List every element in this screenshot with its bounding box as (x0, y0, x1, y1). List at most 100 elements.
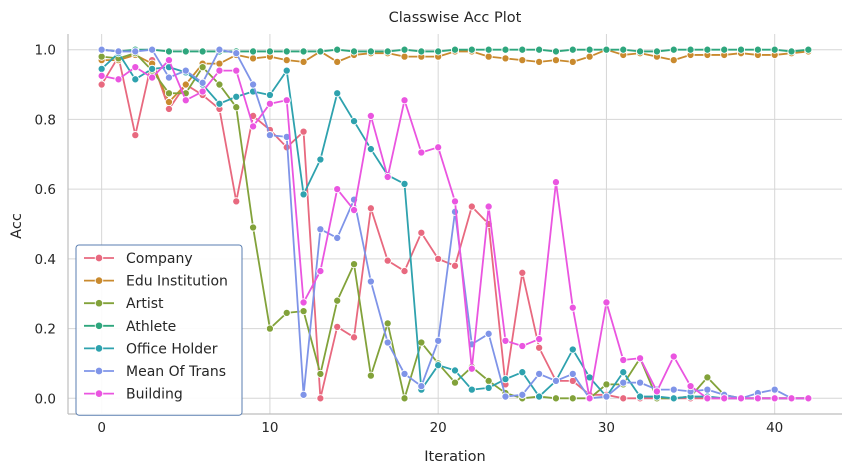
data-point-building (518, 341, 527, 351)
data-point-company (518, 268, 527, 277)
legend-label: Building (126, 387, 183, 403)
data-point-athlete (753, 45, 762, 54)
legend-item-edu-institution: Edu Institution (84, 274, 228, 290)
legend: Company Edu Institution Artist Athlete Offic… (75, 244, 243, 416)
data-point-athlete (299, 47, 308, 56)
data-point-athlete (417, 47, 426, 56)
data-point-building (585, 394, 594, 403)
data-point-mean-of-trans (148, 45, 157, 54)
legend-swatch-marker (94, 389, 104, 398)
data-point-edu-institution (282, 56, 291, 65)
data-point-edu-institution (501, 54, 510, 63)
data-point-artist (602, 380, 611, 389)
data-point-mean-of-trans (568, 369, 577, 378)
data-point-building (417, 148, 426, 157)
data-point-company (97, 80, 106, 89)
data-point-edu-institution (299, 57, 308, 66)
data-point-edu-institution (535, 57, 544, 66)
data-point-office-holder (518, 368, 527, 377)
data-point-mean-of-trans (114, 47, 123, 56)
data-point-artist (198, 63, 207, 72)
data-point-artist (484, 376, 493, 385)
data-point-company (400, 267, 409, 276)
data-point-athlete (736, 45, 746, 54)
data-point-mean-of-trans (535, 369, 544, 378)
data-point-athlete (686, 45, 695, 54)
data-point-athlete (636, 47, 645, 56)
data-point-company (164, 104, 174, 114)
data-point-building (349, 206, 359, 215)
data-point-athlete (720, 45, 729, 54)
x-tick-label: 20 (430, 420, 447, 436)
data-point-building (114, 75, 123, 84)
data-point-building (636, 354, 645, 363)
data-point-company (299, 127, 308, 136)
data-point-building (804, 394, 813, 403)
data-point-artist (400, 394, 409, 403)
data-point-athlete (585, 45, 594, 54)
data-point-building (736, 394, 746, 403)
data-point-athlete (669, 45, 678, 54)
data-point-edu-institution (400, 52, 409, 61)
chart-title: Classwise Acc Plot (389, 10, 522, 26)
data-point-office-holder (434, 361, 443, 370)
data-point-athlete (770, 45, 779, 54)
data-point-office-holder (669, 394, 678, 403)
legend-swatch-marker (94, 253, 104, 263)
data-point-mean-of-trans (249, 80, 258, 89)
y-tick-label: 0.2 (35, 322, 56, 338)
data-point-artist (249, 223, 258, 232)
data-point-athlete (198, 47, 207, 56)
data-point-artist (97, 52, 106, 61)
data-point-building (131, 63, 140, 72)
data-point-office-holder (316, 155, 325, 164)
data-point-office-holder (282, 66, 291, 75)
data-point-office-holder (349, 117, 359, 126)
data-point-office-holder (97, 64, 106, 73)
data-point-office-holder (333, 89, 342, 98)
legend-item-office-holder: Office Holder (84, 341, 218, 357)
data-point-building (450, 197, 460, 206)
data-point-athlete (400, 45, 409, 54)
data-point-mean-of-trans (97, 45, 106, 54)
data-point-artist (299, 307, 308, 316)
data-point-building (602, 298, 611, 307)
data-point-athlete (518, 45, 527, 54)
data-point-building (299, 298, 308, 307)
data-point-artist (333, 296, 342, 305)
legend-label: Office Holder (126, 341, 218, 357)
data-point-artist (383, 319, 392, 328)
data-point-athlete (652, 47, 661, 56)
data-point-athlete (787, 47, 796, 56)
legend-swatch-marker (94, 366, 104, 376)
data-point-building (97, 71, 106, 80)
data-point-edu-institution (518, 56, 527, 65)
data-point-athlete (316, 47, 325, 56)
data-point-building (535, 334, 544, 344)
data-point-artist (282, 308, 291, 317)
data-point-company (131, 131, 140, 140)
data-point-company (467, 202, 476, 211)
data-point-office-holder (619, 368, 628, 377)
legend-swatch-marker (94, 276, 104, 285)
data-point-athlete (602, 45, 611, 54)
y-tick-label: 1.0 (35, 43, 56, 59)
data-point-athlete (535, 45, 544, 54)
data-point-edu-institution (164, 97, 174, 107)
x-tick-label: 40 (766, 420, 783, 436)
y-tick-label: 0.6 (35, 182, 56, 198)
data-point-athlete (434, 47, 443, 56)
data-point-edu-institution (333, 57, 342, 66)
data-point-building (686, 382, 695, 391)
data-point-building (703, 394, 712, 403)
data-point-athlete (484, 45, 493, 54)
data-point-mean-of-trans (198, 78, 207, 87)
data-point-office-holder (450, 366, 460, 375)
data-point-athlete (181, 47, 190, 56)
x-tick-label: 30 (598, 420, 615, 436)
data-point-office-holder (535, 392, 544, 401)
data-point-mean-of-trans (131, 47, 140, 56)
data-point-mean-of-trans (434, 336, 443, 345)
data-point-mean-of-trans (636, 378, 645, 387)
